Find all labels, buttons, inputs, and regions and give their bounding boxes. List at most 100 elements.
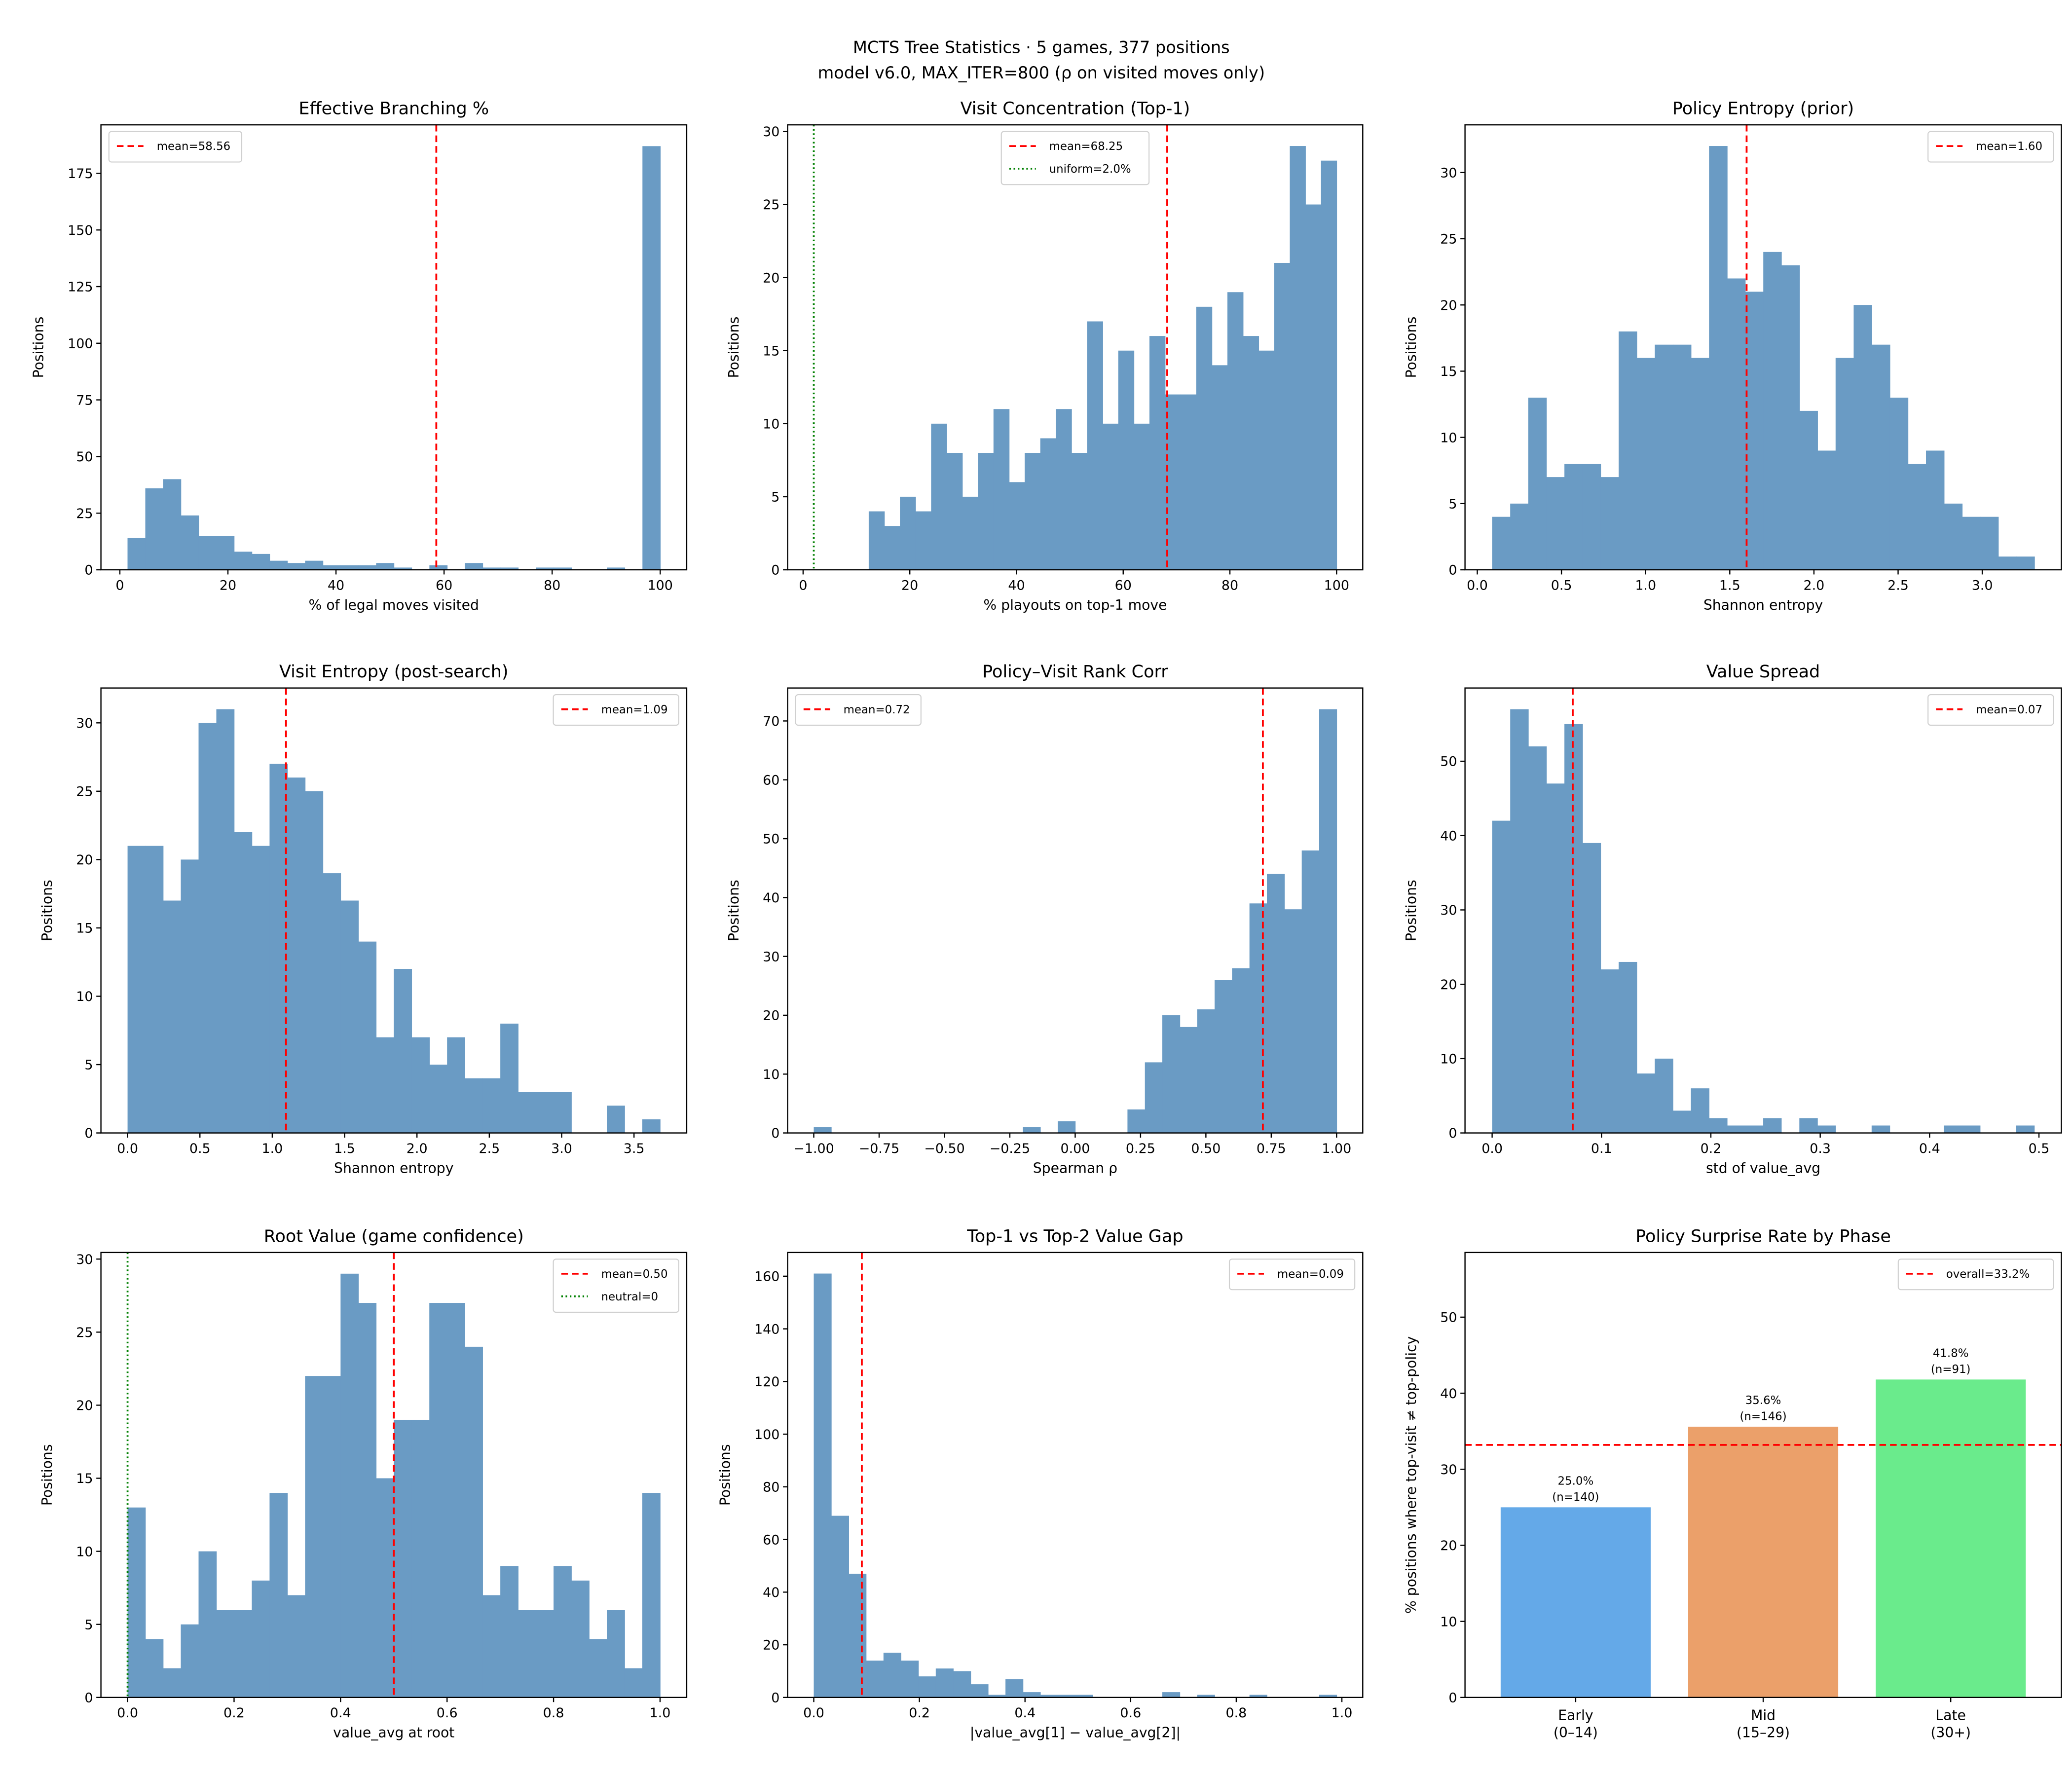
panel-9: 25.0% (n=140) 35.6% (n=146) 41.8% (n=91) Early… — [1403, 1226, 2062, 1741]
y-tick-label: 100 — [754, 1427, 779, 1443]
bar-count-label: (n=146) — [1739, 1410, 1786, 1423]
histogram-bar — [1243, 336, 1259, 570]
histogram-bar — [1058, 1121, 1076, 1133]
histogram-bar — [607, 1106, 625, 1133]
histogram-bar — [198, 536, 217, 570]
histogram-bar — [1763, 1118, 1782, 1133]
histogram-bar — [198, 723, 217, 1133]
histogram-bar — [1009, 482, 1025, 570]
bar-value-label: 41.8% — [1933, 1347, 1969, 1360]
y-tick-label: 120 — [754, 1374, 779, 1390]
histogram-bar — [554, 567, 572, 570]
histogram-bar — [1058, 1695, 1076, 1698]
histogram-bar — [163, 900, 182, 1133]
histogram-bar — [607, 567, 626, 570]
y-tick-label: 0 — [771, 563, 779, 578]
y-axis-label: Positions — [1403, 317, 1419, 378]
panels: 0 20 40 60 80 1000255075100125150175Effective… — [31, 99, 2062, 1741]
histogram-bar — [935, 1668, 954, 1698]
histogram-bar — [500, 1566, 518, 1698]
histogram-bar — [269, 764, 288, 1133]
panel-1: 0 20 40 60 80 100 0 25 50 75 100 125 150 175 Effective… — [31, 99, 688, 613]
panel-title: Policy Entropy (prior) — [1672, 99, 1854, 119]
x-tick-label: 1.0 — [650, 1705, 671, 1721]
histogram-bar — [1025, 453, 1041, 570]
x-axis-label: |value_avg[1] − value_avg[2]| — [970, 1725, 1181, 1741]
y-tick-label: 15 — [763, 343, 779, 359]
x-tick-label: 0 — [799, 578, 807, 593]
y-tick-label: 20 — [76, 1398, 93, 1413]
x-tick-label: 1.00 — [1322, 1141, 1351, 1156]
histogram-bar — [340, 900, 359, 1133]
x-tick-label: 0.4 — [330, 1705, 351, 1721]
histogram-bar — [411, 1037, 430, 1133]
y-tick-label: 25 — [76, 784, 93, 800]
histogram-bar — [1162, 1692, 1181, 1698]
histogram-bar — [1197, 1695, 1215, 1698]
histogram-bar — [993, 409, 1010, 570]
histogram-bar — [1321, 160, 1337, 570]
histogram-bar — [482, 1595, 501, 1698]
histogram-bar — [866, 1661, 884, 1698]
histogram-bar — [900, 496, 916, 570]
x-tick-label: 0 — [115, 578, 124, 593]
legend-box — [553, 1258, 679, 1313]
x-axis-label: % of legal moves visited — [309, 597, 479, 613]
histogram-bar — [901, 1661, 919, 1698]
x-tick-label: −1.00 — [793, 1141, 834, 1156]
histogram-bar — [1872, 344, 1890, 570]
histogram-bar — [1118, 350, 1135, 570]
histogram-bar — [394, 567, 412, 570]
histogram-bar — [1290, 146, 1306, 570]
legend-box — [553, 694, 679, 726]
histogram-bar — [1763, 252, 1782, 570]
x-tick-label: 0.0 — [1481, 1141, 1503, 1156]
x-tick-label: 1.0 — [1635, 578, 1656, 593]
legend-box — [1897, 1258, 2054, 1291]
histogram-bar — [376, 1037, 395, 1133]
y-tick-label: 10 — [763, 416, 779, 432]
y-tick-label: 50 — [1440, 1310, 1457, 1326]
y-tick-label: 25 — [76, 1325, 93, 1340]
x-tick-label: 60 — [1115, 578, 1132, 593]
axes-frame — [100, 1252, 688, 1698]
legend-label: mean=0.72 — [844, 703, 910, 716]
panel-5: −1.00 −0.75 −0.50 −0.25 0.00 0.25 0.50 0.75 1.00… — [726, 662, 1364, 1176]
y-tick-label: 5 — [84, 1058, 93, 1073]
panel-7: 0.0 0.2 0.4 0.6 0.8 1.0 0 5 10 15 20 25 30 Root Value… — [39, 1226, 688, 1741]
histogram-bar — [1492, 517, 1511, 570]
x-tick-label: 0.0 — [117, 1705, 138, 1721]
legend-box — [1000, 131, 1150, 185]
y-tick-label: 25 — [763, 197, 779, 213]
histogram-bar — [1636, 358, 1656, 570]
y-tick-label: 0 — [1448, 1126, 1457, 1141]
histogram-bar — [287, 777, 306, 1133]
histogram-bar — [287, 563, 306, 570]
histogram-bar — [305, 560, 324, 570]
x-tick-label: 2.5 — [1887, 578, 1909, 593]
histogram-bar — [411, 1419, 430, 1698]
histogram-bar — [234, 832, 253, 1133]
histogram-bar — [2016, 1125, 2035, 1133]
histogram-bar — [145, 488, 164, 570]
legend-label: mean=1.60 — [1976, 140, 2042, 153]
y-axis-label: Positions — [726, 317, 742, 378]
bar-count-label: (n=91) — [1931, 1363, 1971, 1376]
y-tick-label: 40 — [1440, 1386, 1457, 1402]
legend-label: mean=58.56 — [157, 140, 231, 153]
bar-value-label: 25.0% — [1558, 1475, 1594, 1488]
x-tick-label: 20 — [220, 578, 236, 593]
histogram-bar — [849, 1573, 867, 1698]
histogram-bar — [1691, 358, 1710, 570]
legend: mean=68.25 uniform=2.0% — [1000, 131, 1150, 185]
panel-2: 0 20 40 60 80 100 0 5 10 15 20 25 30 Visit Concentrat… — [726, 99, 1364, 613]
histogram-bar — [447, 1303, 465, 1698]
y-tick-label: 20 — [1440, 298, 1457, 313]
histogram-bar — [323, 873, 341, 1133]
histogram-bar — [1145, 1062, 1163, 1133]
histogram-bar — [642, 1493, 661, 1698]
legend-label: mean=0.09 — [1277, 1268, 1344, 1281]
histogram-bar — [915, 511, 932, 570]
plot-area — [814, 709, 1337, 1133]
y-tick-label: 60 — [763, 1532, 779, 1548]
